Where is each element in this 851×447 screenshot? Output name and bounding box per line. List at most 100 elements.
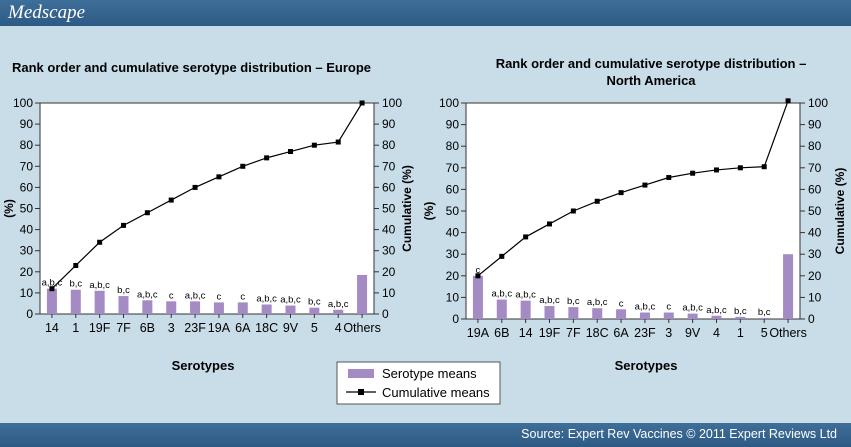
y-axis-label: (%) <box>422 202 436 221</box>
cumulative-point <box>168 197 174 203</box>
bar <box>759 317 770 319</box>
y-tick-label: 20 <box>446 269 460 283</box>
bar <box>261 304 272 314</box>
y-tick-label: 0 <box>26 307 33 321</box>
y-tick-label: 40 <box>446 226 460 240</box>
bar <box>285 305 296 314</box>
y2-tick-label: 60 <box>382 180 396 194</box>
bar-label: a,b,c <box>491 289 512 300</box>
y2-tick-label: 50 <box>382 202 396 216</box>
y-tick-label: 80 <box>20 138 34 152</box>
y-tick-label: 20 <box>20 265 34 279</box>
x-tick-label: 5 <box>761 326 768 340</box>
bar-label: a,b,c <box>539 295 560 306</box>
y-tick-label: 30 <box>446 247 460 261</box>
y2-tick-label: 90 <box>808 118 822 132</box>
legend-bar-swatch <box>348 369 374 378</box>
bar-label: b,c <box>69 279 82 290</box>
x-tick-label: Others <box>769 326 807 340</box>
x-tick-label: 18C <box>586 326 609 340</box>
bar <box>592 308 603 319</box>
cumulative-point <box>761 164 767 170</box>
bar <box>735 316 746 319</box>
bar-label: a,b,c <box>42 278 63 289</box>
x-tick-label: 6B <box>140 321 155 335</box>
legend-line-marker <box>358 389 364 395</box>
bar-label: a,b,c <box>137 289 158 300</box>
cumulative-point <box>499 253 505 259</box>
bar-label: a,b,c <box>89 280 110 291</box>
cumulative-point <box>523 234 529 240</box>
y2-tick-label: 30 <box>808 247 822 261</box>
header-bar: Medscape <box>0 0 851 26</box>
y-tick-label: 0 <box>452 312 459 326</box>
bar <box>616 309 627 319</box>
y-tick-label: 10 <box>20 286 34 300</box>
chart-europe: Rank order and cumulative serotype distr… <box>2 60 414 373</box>
x-tick-label: 23F <box>634 326 656 340</box>
y-tick-label: 10 <box>446 290 460 304</box>
bar <box>94 290 105 314</box>
bar-label: a,b,c <box>635 302 656 313</box>
medscape-logo: Medscape <box>8 2 86 23</box>
x-tick-label: 5 <box>311 321 318 335</box>
bar-label: c <box>217 291 222 302</box>
cumulative-point <box>264 155 270 161</box>
x-tick-label: 6A <box>235 321 251 335</box>
y2-tick-label: 80 <box>382 138 396 152</box>
cumulative-point <box>714 167 719 173</box>
chart-north-america: Rank order and cumulative serotype distr… <box>422 56 847 373</box>
charts-canvas: Rank order and cumulative serotype distr… <box>2 56 847 405</box>
y2-axis-label: Cumulative (%) <box>833 168 847 255</box>
cumulative-point <box>618 190 624 196</box>
x-tick-label: 7F <box>116 321 131 335</box>
legend: Serotype means Cumulative means <box>336 361 501 405</box>
y2-tick-label: 100 <box>382 96 402 110</box>
y-tick-label: 60 <box>20 180 34 194</box>
y-tick-label: 100 <box>13 96 33 110</box>
y2-tick-label: 20 <box>382 265 396 279</box>
y2-tick-label: 50 <box>808 204 822 218</box>
y2-tick-label: 60 <box>808 182 822 196</box>
y2-tick-label: 20 <box>808 269 822 283</box>
cumulative-point <box>144 210 150 216</box>
x-tick-label: 9V <box>685 326 701 340</box>
bar <box>687 313 698 319</box>
y-tick-label: 60 <box>446 182 460 196</box>
y2-tick-label: 70 <box>808 161 822 175</box>
x-tick-label: 3 <box>665 326 672 340</box>
bar-label: b,c <box>567 296 580 307</box>
bar <box>568 307 579 319</box>
y2-tick-label: 0 <box>808 312 815 326</box>
bar-label: c <box>169 290 174 301</box>
cumulative-line <box>51 102 363 290</box>
y2-tick-label: 90 <box>382 117 396 131</box>
chart-title-line: North America <box>606 73 696 88</box>
y2-tick-label: 40 <box>382 223 396 237</box>
y2-tick-label: 40 <box>808 226 822 240</box>
plot-area <box>39 102 375 315</box>
y2-tick-label: 10 <box>808 290 822 304</box>
bar <box>213 302 224 314</box>
bar <box>711 315 722 319</box>
y2-tick-label: 0 <box>382 307 389 321</box>
cumulative-point <box>666 175 672 181</box>
source-credit: Source: Expert Rev Vaccines © 2011 Exper… <box>521 427 837 441</box>
y-tick-label: 50 <box>20 202 34 216</box>
bar <box>166 301 177 314</box>
x-tick-label: 14 <box>519 326 533 340</box>
bar <box>520 300 531 319</box>
cumulative-point <box>121 222 126 228</box>
x-tick-label: 6A <box>613 326 629 340</box>
x-tick-label: 19A <box>208 321 231 335</box>
bar <box>783 254 794 319</box>
bar-label: a,b,c <box>328 299 349 310</box>
chart-title: Rank order and cumulative serotype distr… <box>12 60 371 75</box>
x-tick-label: 19F <box>89 321 111 335</box>
y-tick-label: 30 <box>20 244 34 258</box>
y2-axis-label: Cumulative (%) <box>400 165 414 252</box>
x-tick-label: 4 <box>335 321 342 335</box>
y-tick-label: 80 <box>446 139 460 153</box>
x-tick-label: 14 <box>45 321 59 335</box>
cumulative-point <box>475 273 481 279</box>
